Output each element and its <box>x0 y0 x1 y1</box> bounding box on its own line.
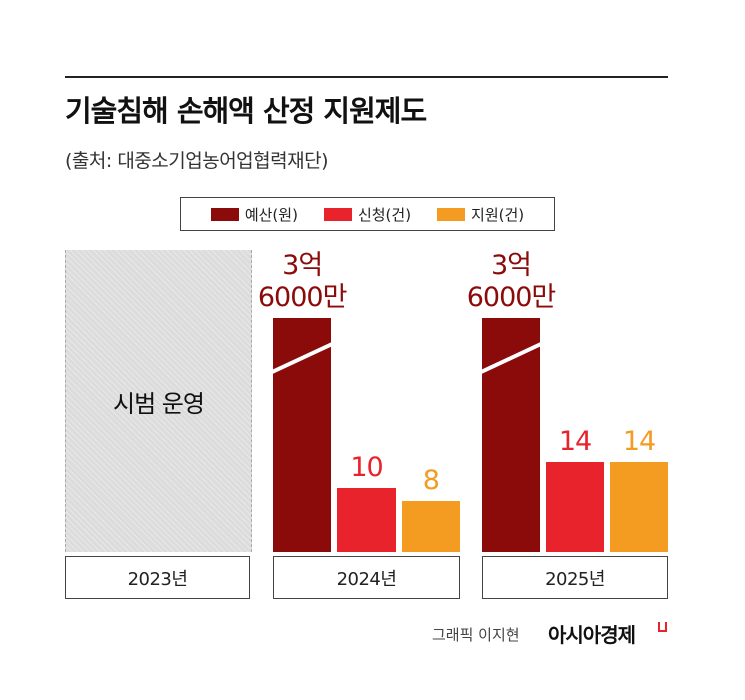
value-label: 14 <box>622 426 656 458</box>
legend-label: 지원(건) <box>471 205 525 224</box>
legend-swatch <box>323 207 352 221</box>
chart-subtitle: (출처: 대중소기업농어업협력재단) <box>65 150 329 172</box>
legend-item: 예산(원) <box>210 204 298 225</box>
legend-item: 지원(건) <box>437 204 524 225</box>
publisher: 아시아경제 <box>548 623 636 647</box>
x-tick-label: 2025년 <box>482 556 668 599</box>
credit: 그래픽 이지현 <box>432 626 520 644</box>
bar <box>337 488 396 552</box>
annotation-box: 시범 운영 <box>65 250 252 552</box>
bar <box>482 318 540 552</box>
value-label: 14 <box>558 426 592 458</box>
legend-label: 예산(원) <box>244 205 298 224</box>
x-tick-label: 2023년 <box>65 556 250 599</box>
bar <box>546 462 604 552</box>
bar <box>273 318 332 552</box>
publisher-logo <box>658 622 667 632</box>
value-label: 10 <box>350 452 383 483</box>
value-label: 3억 6000만 <box>257 250 348 313</box>
break-mark <box>482 339 540 377</box>
legend: 예산(원) 신청(건) 지원(건) <box>180 197 555 231</box>
legend-label: 신청(건) <box>357 205 412 224</box>
legend-swatch <box>210 207 239 221</box>
break-mark <box>273 339 332 377</box>
bar <box>401 500 460 552</box>
value-label: 3억 6000만 <box>466 250 557 313</box>
top-rule <box>65 76 668 78</box>
value-label: 8 <box>422 464 440 496</box>
legend-item: 신청(건) <box>323 204 412 225</box>
bar <box>610 462 668 552</box>
legend-swatch <box>437 207 466 221</box>
chart-title: 기술침해 손해액 산정 지원제도 <box>65 94 427 128</box>
x-tick-label: 2024년 <box>273 556 460 599</box>
